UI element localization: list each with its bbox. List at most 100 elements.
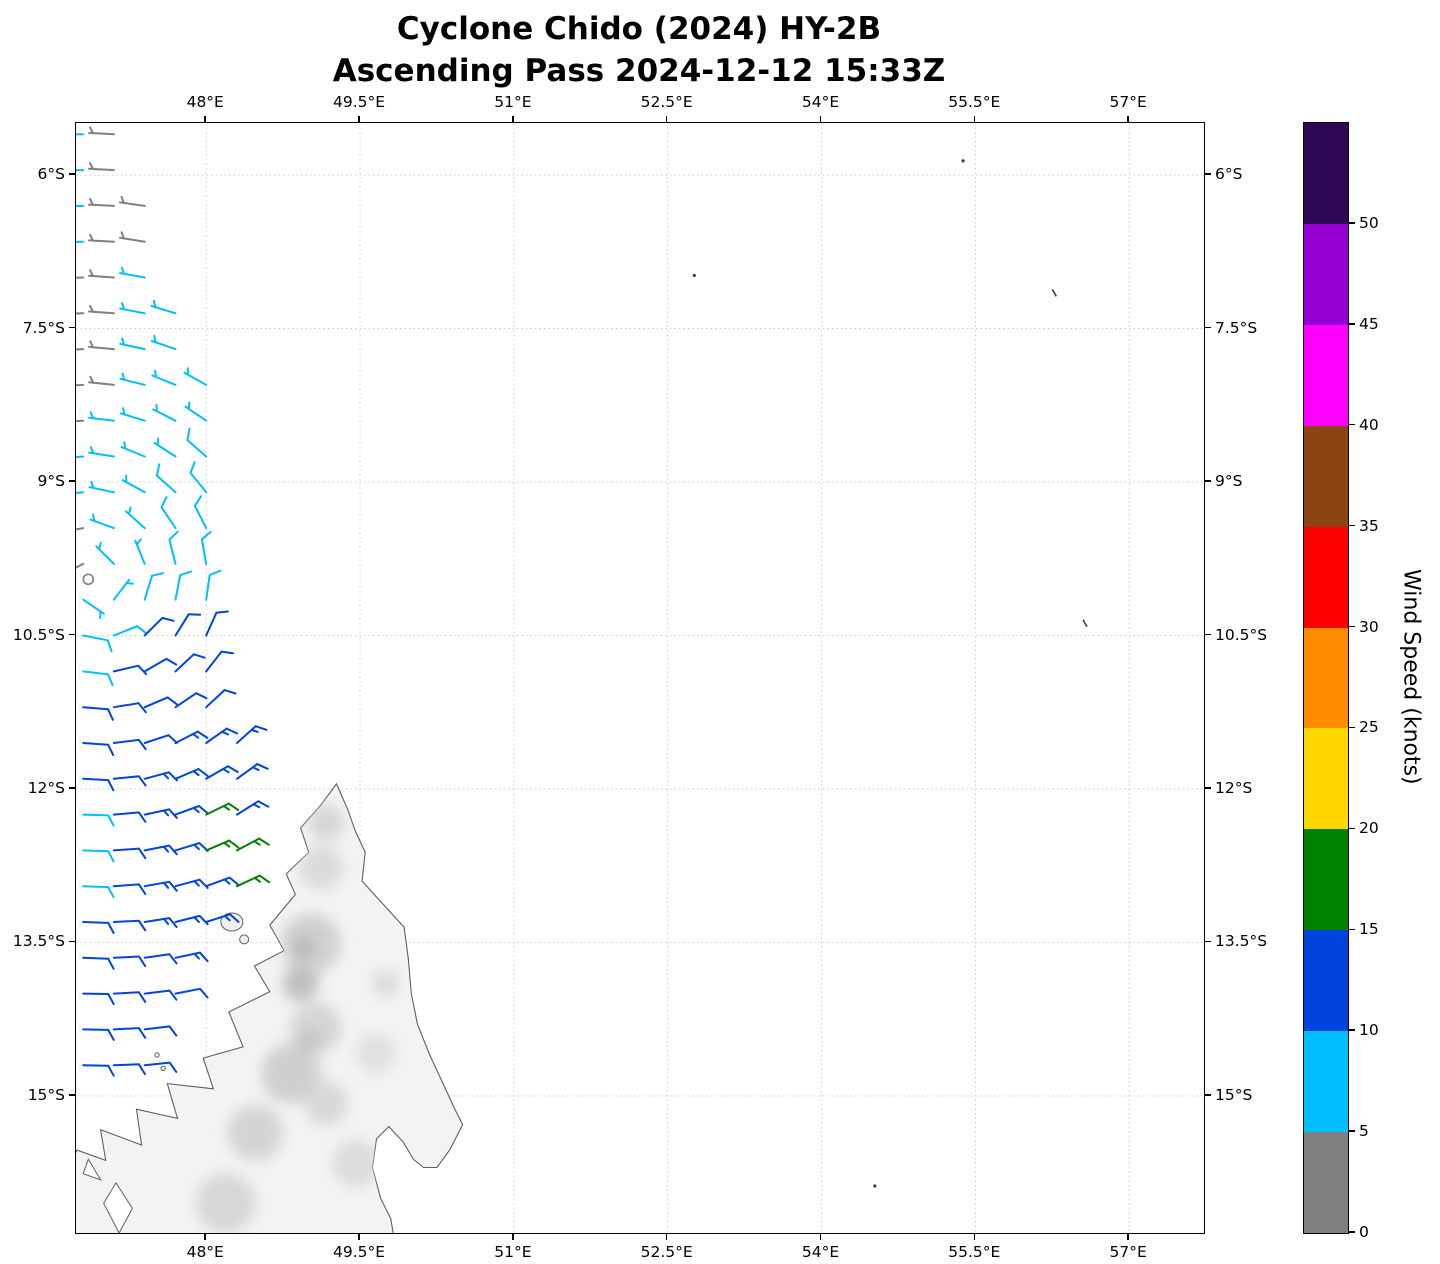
colorbar-tick-label: 50 [1359, 213, 1379, 232]
wind-barb [143, 734, 178, 744]
colorbar-band [1304, 930, 1348, 1032]
wind-barb [186, 427, 208, 458]
colorbar-band [1304, 1031, 1348, 1133]
wind-barb [143, 844, 178, 856]
y-tick-mark [1204, 633, 1211, 636]
y-tick-mark [69, 480, 75, 482]
wind-barb [82, 634, 113, 653]
wind-barb [205, 765, 239, 780]
wind-barb [82, 706, 114, 721]
wind-barb [236, 763, 269, 780]
colorbar-band [1304, 1132, 1348, 1233]
wind-barb [76, 276, 85, 279]
wind-barb [76, 133, 85, 136]
y-tick-label-right: 10.5°S [1215, 625, 1268, 644]
x-tick-label-top: 49.5°E [333, 93, 386, 111]
x-tick-label-top: 57°E [1109, 93, 1147, 111]
y-tick-label-left: 10.5°S [12, 625, 65, 644]
y-tick-label-left: 12°S [27, 779, 65, 797]
wind-barb [88, 305, 115, 315]
wind-barb [143, 657, 178, 673]
terrain-shading [195, 804, 400, 1233]
wind-barb [82, 849, 115, 863]
wind-barb [112, 811, 147, 823]
wind-barb [76, 383, 85, 387]
x-tick-label-bottom: 49.5°E [333, 1243, 386, 1261]
wind-barb [112, 991, 147, 1003]
wind-barb [174, 570, 193, 601]
wind-barb [143, 1061, 178, 1073]
map-plot-area [75, 122, 1205, 1234]
map-canvas [76, 123, 1204, 1233]
wind-barb [112, 955, 147, 968]
wind-barb [143, 696, 178, 709]
x-tick-mark [973, 116, 976, 122]
wind-barb [82, 992, 115, 1006]
wind-barb [236, 725, 268, 744]
ocean-islet [873, 1184, 877, 1188]
y-tick-label-left: 7.5°S [22, 318, 65, 337]
x-tick-mark [665, 116, 668, 122]
x-tick-mark [204, 1233, 206, 1240]
wind-barb [205, 876, 240, 888]
terrain-spot [227, 1104, 284, 1161]
colorbar-tick-mark [1348, 928, 1355, 931]
wind-barb [119, 407, 146, 422]
y-tick-label-right: 7.5°S [1215, 318, 1258, 337]
wind-barb [174, 730, 209, 744]
wind-barb [205, 689, 237, 709]
x-tick-label-top: 48°E [186, 93, 224, 111]
wind-barb [150, 334, 177, 351]
wind-barb [152, 403, 177, 422]
wind-barb [143, 616, 175, 637]
wind-barb [95, 541, 115, 565]
wind-barb [88, 375, 115, 386]
wind-barb [112, 702, 147, 714]
y-tick-label-left: 13.5°S [12, 932, 65, 951]
wind-barb [76, 562, 85, 569]
colorbar-tick-label: 30 [1359, 617, 1379, 636]
y-tick-mark [69, 787, 75, 789]
colorbar-band [1304, 526, 1348, 628]
y-tick-label-left: 6°S [37, 165, 65, 184]
wind-barb [236, 874, 271, 888]
terrain-spot [371, 969, 400, 998]
colorbar-band [1304, 829, 1348, 931]
wind-barb [82, 813, 115, 827]
wind-barb [143, 880, 178, 892]
wind-barb [76, 455, 85, 459]
colorbar-tick-mark [1348, 1029, 1355, 1031]
wind-barb [205, 839, 240, 852]
wind-barb [76, 348, 85, 351]
wind-barb [119, 266, 146, 279]
y-tick-mark [1204, 787, 1211, 789]
colorbar-tick-label: 20 [1359, 819, 1379, 838]
wind-barb [174, 878, 209, 889]
wind-barb [174, 692, 208, 709]
colorbar-tick-mark [1348, 625, 1355, 628]
x-tick-mark [819, 116, 822, 122]
wind-barb [88, 480, 115, 494]
wind-barb [88, 411, 115, 422]
wind-barb [174, 653, 206, 673]
wind-barb [82, 885, 115, 899]
wind-barb [153, 437, 177, 458]
colorbar-tick-label: 10 [1359, 1021, 1379, 1040]
x-tick-mark [1127, 116, 1129, 122]
colorbar-label: Wind Speed (knots) [1398, 569, 1424, 785]
wind-barb [119, 337, 146, 351]
x-tick-mark [512, 116, 514, 122]
wind-barb [88, 198, 115, 207]
wind-barb [76, 312, 85, 315]
x-tick-label-top: 55.5°E [948, 93, 1001, 111]
colorbar-tick-mark [1348, 323, 1355, 325]
chart-title-line1: Cyclone Chido (2024) HY-2B [396, 11, 882, 47]
wind-barb [184, 401, 208, 422]
y-tick-mark [1204, 326, 1211, 329]
wind-barb [76, 169, 85, 172]
wind-barb [143, 808, 178, 819]
wind-barb [119, 231, 146, 243]
x-tick-mark [512, 1233, 514, 1240]
island-islet-b [160, 1065, 166, 1071]
